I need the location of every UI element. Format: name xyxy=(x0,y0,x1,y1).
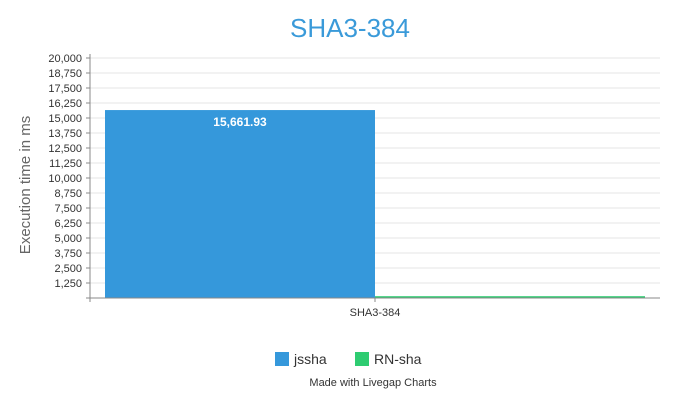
y-tick-label: 2,500 xyxy=(54,263,82,275)
x-tick-label: SHA3-384 xyxy=(350,307,401,319)
legend-label: jssha xyxy=(293,351,327,367)
y-tick-label: 20,000 xyxy=(48,53,82,65)
y-tick-label: 1,250 xyxy=(54,278,82,290)
y-tick-label: 16,250 xyxy=(48,98,82,110)
bar-rn-sha[interactable] xyxy=(375,296,645,298)
bars: 15,661.93 xyxy=(105,110,645,298)
y-tick-label: 5,000 xyxy=(54,233,82,245)
y-tick-label: 15,000 xyxy=(48,113,82,125)
legend-swatch xyxy=(275,352,289,366)
y-tick-label: 13,750 xyxy=(48,128,82,140)
y-tick-label: 7,500 xyxy=(54,203,82,215)
bar-jssha[interactable] xyxy=(105,110,375,298)
y-tick-label: 18,750 xyxy=(48,68,82,80)
legend-item-jssha[interactable]: jssha xyxy=(275,351,327,367)
y-axis-label: Execution time in ms xyxy=(17,116,34,254)
y-tick-labels: 1,250 2,500 3,750 5,000 6,250 7,500 8,750 10,00… xyxy=(48,53,90,290)
y-tick-label: 11,250 xyxy=(49,158,82,170)
y-tick-label: 6,250 xyxy=(54,218,82,230)
credit-text: Made with Livegap Charts xyxy=(309,377,437,389)
axes xyxy=(86,54,660,302)
y-tick-label: 12,500 xyxy=(48,143,82,155)
y-tick-label: 8,750 xyxy=(54,188,82,200)
y-tick-label: 10,000 xyxy=(48,173,82,185)
x-tick-labels: SHA3-384 xyxy=(350,298,401,319)
data-label: 15,661.93 xyxy=(213,115,267,129)
chart-title: SHA3-384 xyxy=(290,13,410,43)
y-tick-label: 17,500 xyxy=(48,83,82,95)
legend-label: RN-sha xyxy=(374,351,422,367)
legend-swatch xyxy=(355,352,369,366)
legend-item-rn-sha[interactable]: RN-sha xyxy=(355,351,422,367)
y-tick-label: 3,750 xyxy=(54,248,82,260)
legend: jssha RN-sha xyxy=(275,351,422,367)
